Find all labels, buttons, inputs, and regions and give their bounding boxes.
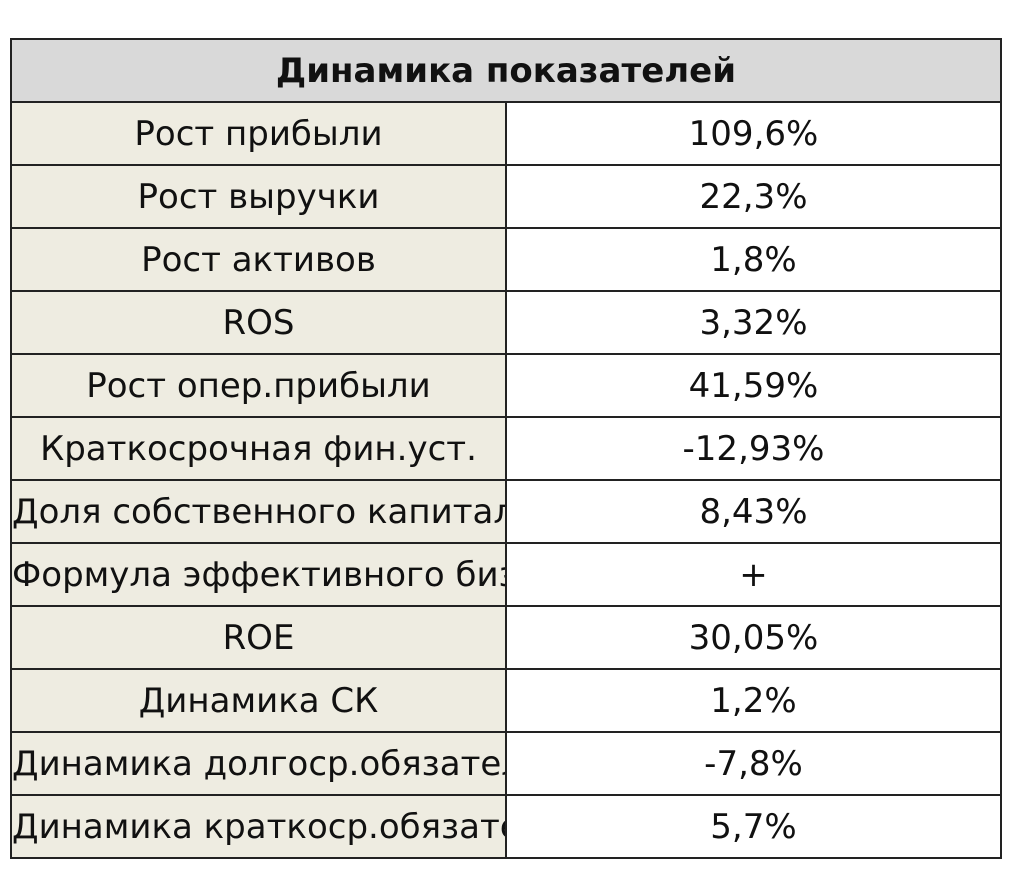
table-row: Рост выручки 22,3% [10, 164, 1002, 229]
metric-value: 5,7% [505, 794, 1002, 859]
table-row: Краткосрочная фин.уст. -12,93% [10, 416, 1002, 481]
metric-name: Рост опер.прибыли [10, 353, 507, 418]
metric-value: 3,32% [505, 290, 1002, 355]
metric-name: Краткосрочная фин.уст. [10, 416, 507, 481]
metric-name: Динамика краткоср.обязательств [10, 794, 507, 859]
table-row: Доля собственного капитала 8,43% [10, 479, 1002, 544]
table-row: Рост опер.прибыли 41,59% [10, 353, 1002, 418]
metric-name: Формула эффективного бизнеса [10, 542, 507, 607]
metric-name: ROS [10, 290, 507, 355]
metric-name: Динамика долгоср.обязательств [10, 731, 507, 796]
table-container: Динамика показателей Рост прибыли 109,6% Р… [10, 38, 1002, 859]
table-row: Динамика СК 1,2% [10, 668, 1002, 733]
table-row: Рост активов 1,8% [10, 227, 1002, 292]
metric-name: Рост активов [10, 227, 507, 292]
header-row: Динамика показателей [10, 38, 1002, 103]
table-title: Динамика показателей [10, 38, 1002, 103]
metric-value: 1,2% [505, 668, 1002, 733]
metric-value: 41,59% [505, 353, 1002, 418]
metric-name: Доля собственного капитала [10, 479, 507, 544]
metric-name: Динамика СК [10, 668, 507, 733]
metric-value: -12,93% [505, 416, 1002, 481]
metric-value: 1,8% [505, 227, 1002, 292]
table-body: Рост прибыли 109,6% Рост выручки 22,3% Рост … [10, 101, 1002, 859]
metric-name: Рост прибыли [10, 101, 507, 166]
table-row: Динамика долгоср.обязательств-7,8% [10, 731, 1002, 796]
metric-value: 109,6% [505, 101, 1002, 166]
metric-value: + [505, 542, 1002, 607]
table-row: Динамика краткоср.обязательств5,7% [10, 794, 1002, 859]
metric-name: Рост выручки [10, 164, 507, 229]
metric-value: -7,8% [505, 731, 1002, 796]
metric-value: 22,3% [505, 164, 1002, 229]
table-row: Формула эффективного бизнеса+ [10, 542, 1002, 607]
table-row: ROE 30,05% [10, 605, 1002, 670]
table-row: ROS 3,32% [10, 290, 1002, 355]
metric-name: ROE [10, 605, 507, 670]
table: Динамика показателей Рост прибыли 109,6% Р… [10, 38, 1002, 859]
metric-value: 30,05% [505, 605, 1002, 670]
table-row: Рост прибыли 109,6% [10, 101, 1002, 166]
metric-value: 8,43% [505, 479, 1002, 544]
table-head: Динамика показателей [10, 38, 1002, 103]
